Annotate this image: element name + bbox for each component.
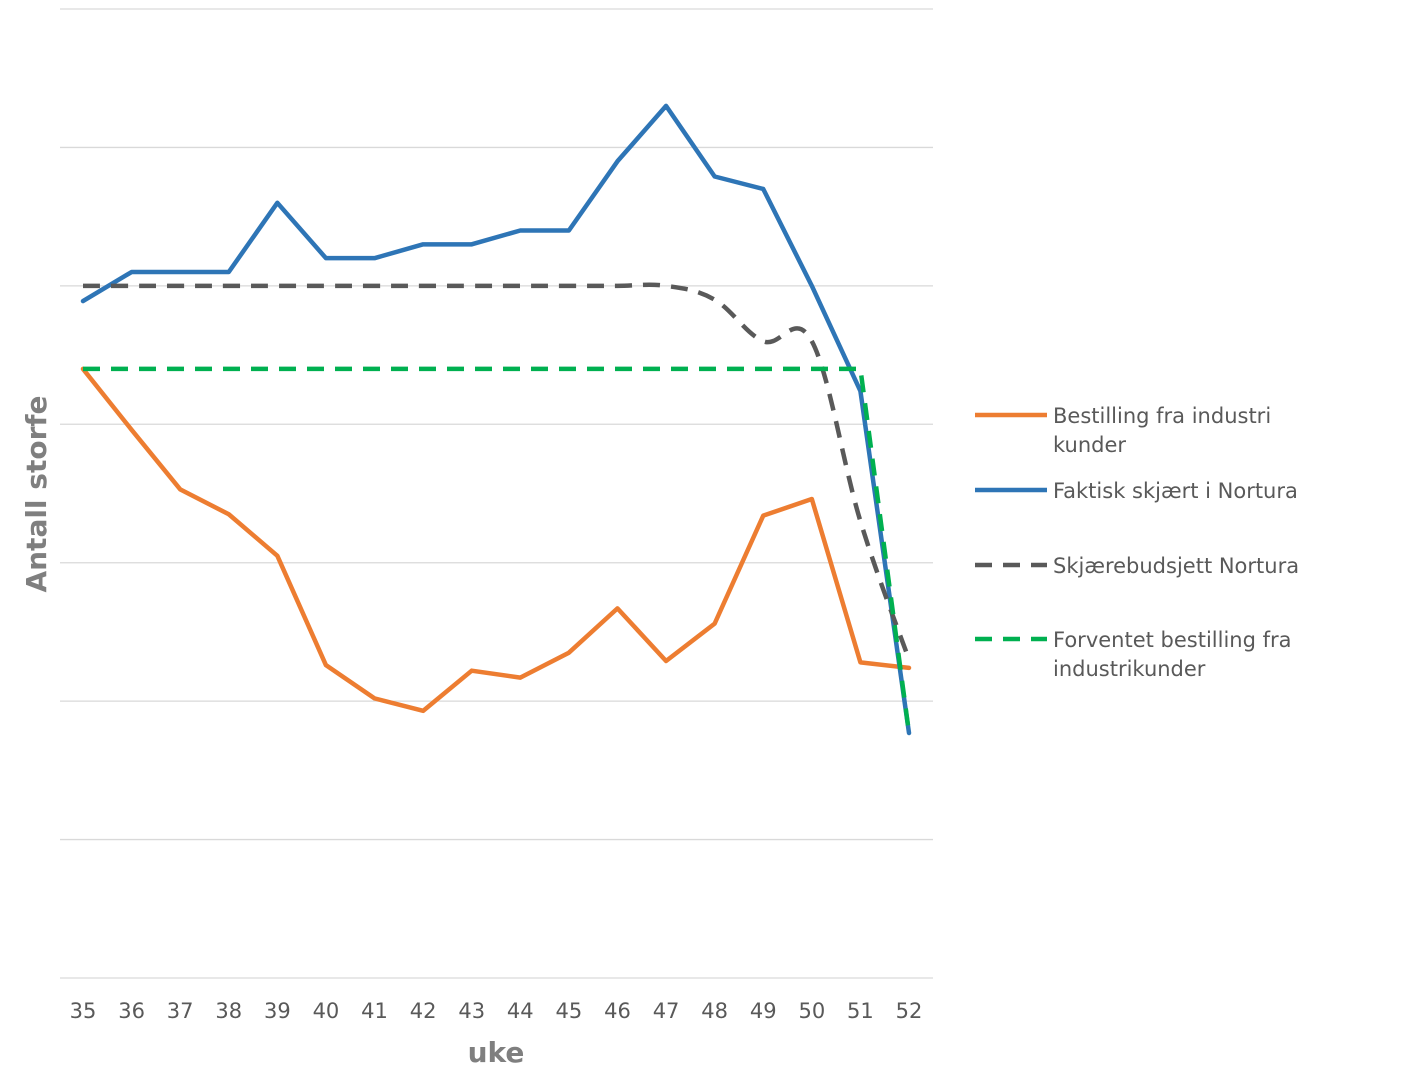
x-tick-label: 52 xyxy=(896,999,923,1023)
x-tick-label: 49 xyxy=(750,999,777,1023)
legend: Bestilling fra industri kunder Faktisk skj… xyxy=(975,404,1299,681)
x-tick-label: 44 xyxy=(507,999,534,1023)
series-lines xyxy=(80,103,912,736)
series-line-1 xyxy=(80,366,912,714)
x-tick-label: 48 xyxy=(701,999,728,1023)
legend-label: Faktisk skjært i Nortura xyxy=(1053,479,1298,503)
legend-label: Forventet bestilling fra industrikunder xyxy=(1053,628,1292,681)
x-tick-label: 37 xyxy=(167,999,194,1023)
legend-label: Skjærebudsjett Nortura xyxy=(1053,554,1299,578)
x-tick-label: 41 xyxy=(361,999,388,1023)
x-tick-label: 39 xyxy=(264,999,291,1023)
series-line-3 xyxy=(82,282,912,661)
x-tick-labels: 35 36 37 38 39 40 41 42 43 44 45 46 47 48 49 50 51 52 xyxy=(70,999,923,1023)
series-line-4 xyxy=(83,366,912,734)
x-tick-label: 42 xyxy=(410,999,437,1023)
series-line-2 xyxy=(80,103,912,736)
x-tick-label: 40 xyxy=(313,999,340,1023)
x-tick-label: 50 xyxy=(798,999,825,1023)
x-tick-label: 38 xyxy=(215,999,242,1023)
x-tick-label: 45 xyxy=(556,999,583,1023)
x-tick-label: 36 xyxy=(118,999,145,1023)
x-tick-label: 35 xyxy=(70,999,97,1023)
x-tick-label: 51 xyxy=(847,999,874,1023)
x-tick-label: 43 xyxy=(458,999,485,1023)
x-tick-label: 46 xyxy=(604,999,631,1023)
x-tick-label: 47 xyxy=(653,999,680,1023)
y-axis-title: Antall storfe xyxy=(20,395,53,592)
legend-label: Bestilling fra industri kunder xyxy=(1053,404,1271,457)
x-axis-title: uke xyxy=(468,1036,525,1065)
